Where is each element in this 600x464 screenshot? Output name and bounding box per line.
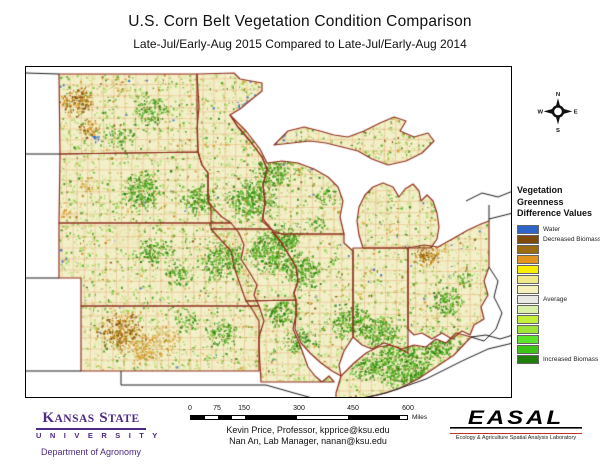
scale-tick: 0 <box>188 405 192 412</box>
legend-swatch <box>517 284 539 295</box>
legend-swatch <box>517 234 539 245</box>
legend-item <box>517 254 599 265</box>
legend-swatch <box>517 224 539 235</box>
scale-tick: 75 <box>213 405 221 412</box>
compass-n-label: N <box>556 92 560 98</box>
legend-label: Water <box>543 226 561 233</box>
easal-red-rule <box>450 432 582 434</box>
ksu-university-label: U N I V E R S I T Y <box>36 431 161 440</box>
legend-item <box>517 324 599 335</box>
legend-item <box>517 304 599 315</box>
legend-item <box>517 314 599 325</box>
credit-line-2: Nan An, Lab Manager, nanan@ksu.edu <box>229 436 387 446</box>
legend-swatch <box>517 254 539 265</box>
scale-tick: 300 <box>293 405 305 412</box>
legend-swatch <box>517 324 539 335</box>
scale-segment <box>348 416 400 419</box>
ksu-wordmark: KANSAS STATE <box>36 409 146 430</box>
page-subtitle: Late-Jul/Early-Aug 2015 Compared to Late… <box>133 37 467 51</box>
compass-s-label: S <box>556 128 560 133</box>
legend-item <box>517 274 599 285</box>
ksu-department-label: Department of Agronomy <box>40 447 142 457</box>
legend-title-line3: Difference Values <box>517 208 593 218</box>
legend-item <box>517 244 599 255</box>
credit-line-1: Kevin Price, Professor, kpprice@ksu.edu <box>226 425 390 435</box>
easal-logo: EASAL Ecology & Agriculture Spatial Anal… <box>450 407 582 441</box>
scale-segment <box>296 416 348 419</box>
compass-rose-icon: N E S W <box>537 92 578 133</box>
legend-swatch <box>517 244 539 255</box>
legend-swatch <box>517 354 539 365</box>
scale-tick: 450 <box>347 405 359 412</box>
compass-w-label: W <box>537 110 543 116</box>
ksu-logo: KANSAS STATE U N I V E R S I T Y Departm… <box>36 409 161 457</box>
scale-segment <box>191 416 205 419</box>
scale-tick: 600 <box>402 405 414 412</box>
legend-item: Water <box>517 224 599 235</box>
scale-bar: 0 75 150 300 450 600 Miles <box>188 405 440 425</box>
legend-label: Increased Biomass <box>543 356 599 363</box>
legend-item: Decreased Biomass <box>517 234 600 245</box>
scale-segment <box>218 416 232 419</box>
legend-item <box>517 264 599 275</box>
map-credits: Kevin Price, Professor, kpprice@ksu.edu … <box>188 425 428 447</box>
legend-title-line1: Vegetation <box>517 185 563 195</box>
scale-bar-segments <box>190 415 408 420</box>
easal-caption: Ecology & Agriculture Spatial Analysis L… <box>455 435 577 441</box>
legend-swatch <box>517 304 539 315</box>
legend-swatch <box>517 264 539 275</box>
legend-title: Vegetation Greenness Difference Values <box>517 185 599 220</box>
scale-segment <box>245 416 297 419</box>
legend-item: Average <box>517 294 599 305</box>
legend-title-line2: Greenness <box>517 196 564 207</box>
legend-items: Water Decreased Biomass Average Increased B… <box>517 224 600 365</box>
legend-swatch <box>517 274 539 285</box>
scale-segment <box>204 416 218 419</box>
map-legend: Vegetation Greenness Difference Values W… <box>517 185 600 365</box>
legend-swatch <box>517 334 539 345</box>
legend-label: Average <box>543 296 568 303</box>
legend-item: Increased Biomass <box>517 354 599 365</box>
easal-acronym: EASAL <box>450 408 582 429</box>
legend-item <box>517 334 599 345</box>
legend-swatch <box>517 344 539 355</box>
legend-item <box>517 344 599 355</box>
scale-segment <box>231 416 245 419</box>
legend-swatch <box>517 314 539 325</box>
legend-label: Decreased Biomass <box>543 236 600 243</box>
page-title: U.S. Corn Belt Vegetation Condition Comp… <box>128 13 472 30</box>
corn-belt-map <box>25 66 512 398</box>
legend-swatch <box>517 294 539 305</box>
legend-item <box>517 284 599 295</box>
compass-e-label: E <box>574 110 578 116</box>
scale-bar-unit: Miles <box>412 414 428 421</box>
scale-tick: 150 <box>238 405 250 412</box>
